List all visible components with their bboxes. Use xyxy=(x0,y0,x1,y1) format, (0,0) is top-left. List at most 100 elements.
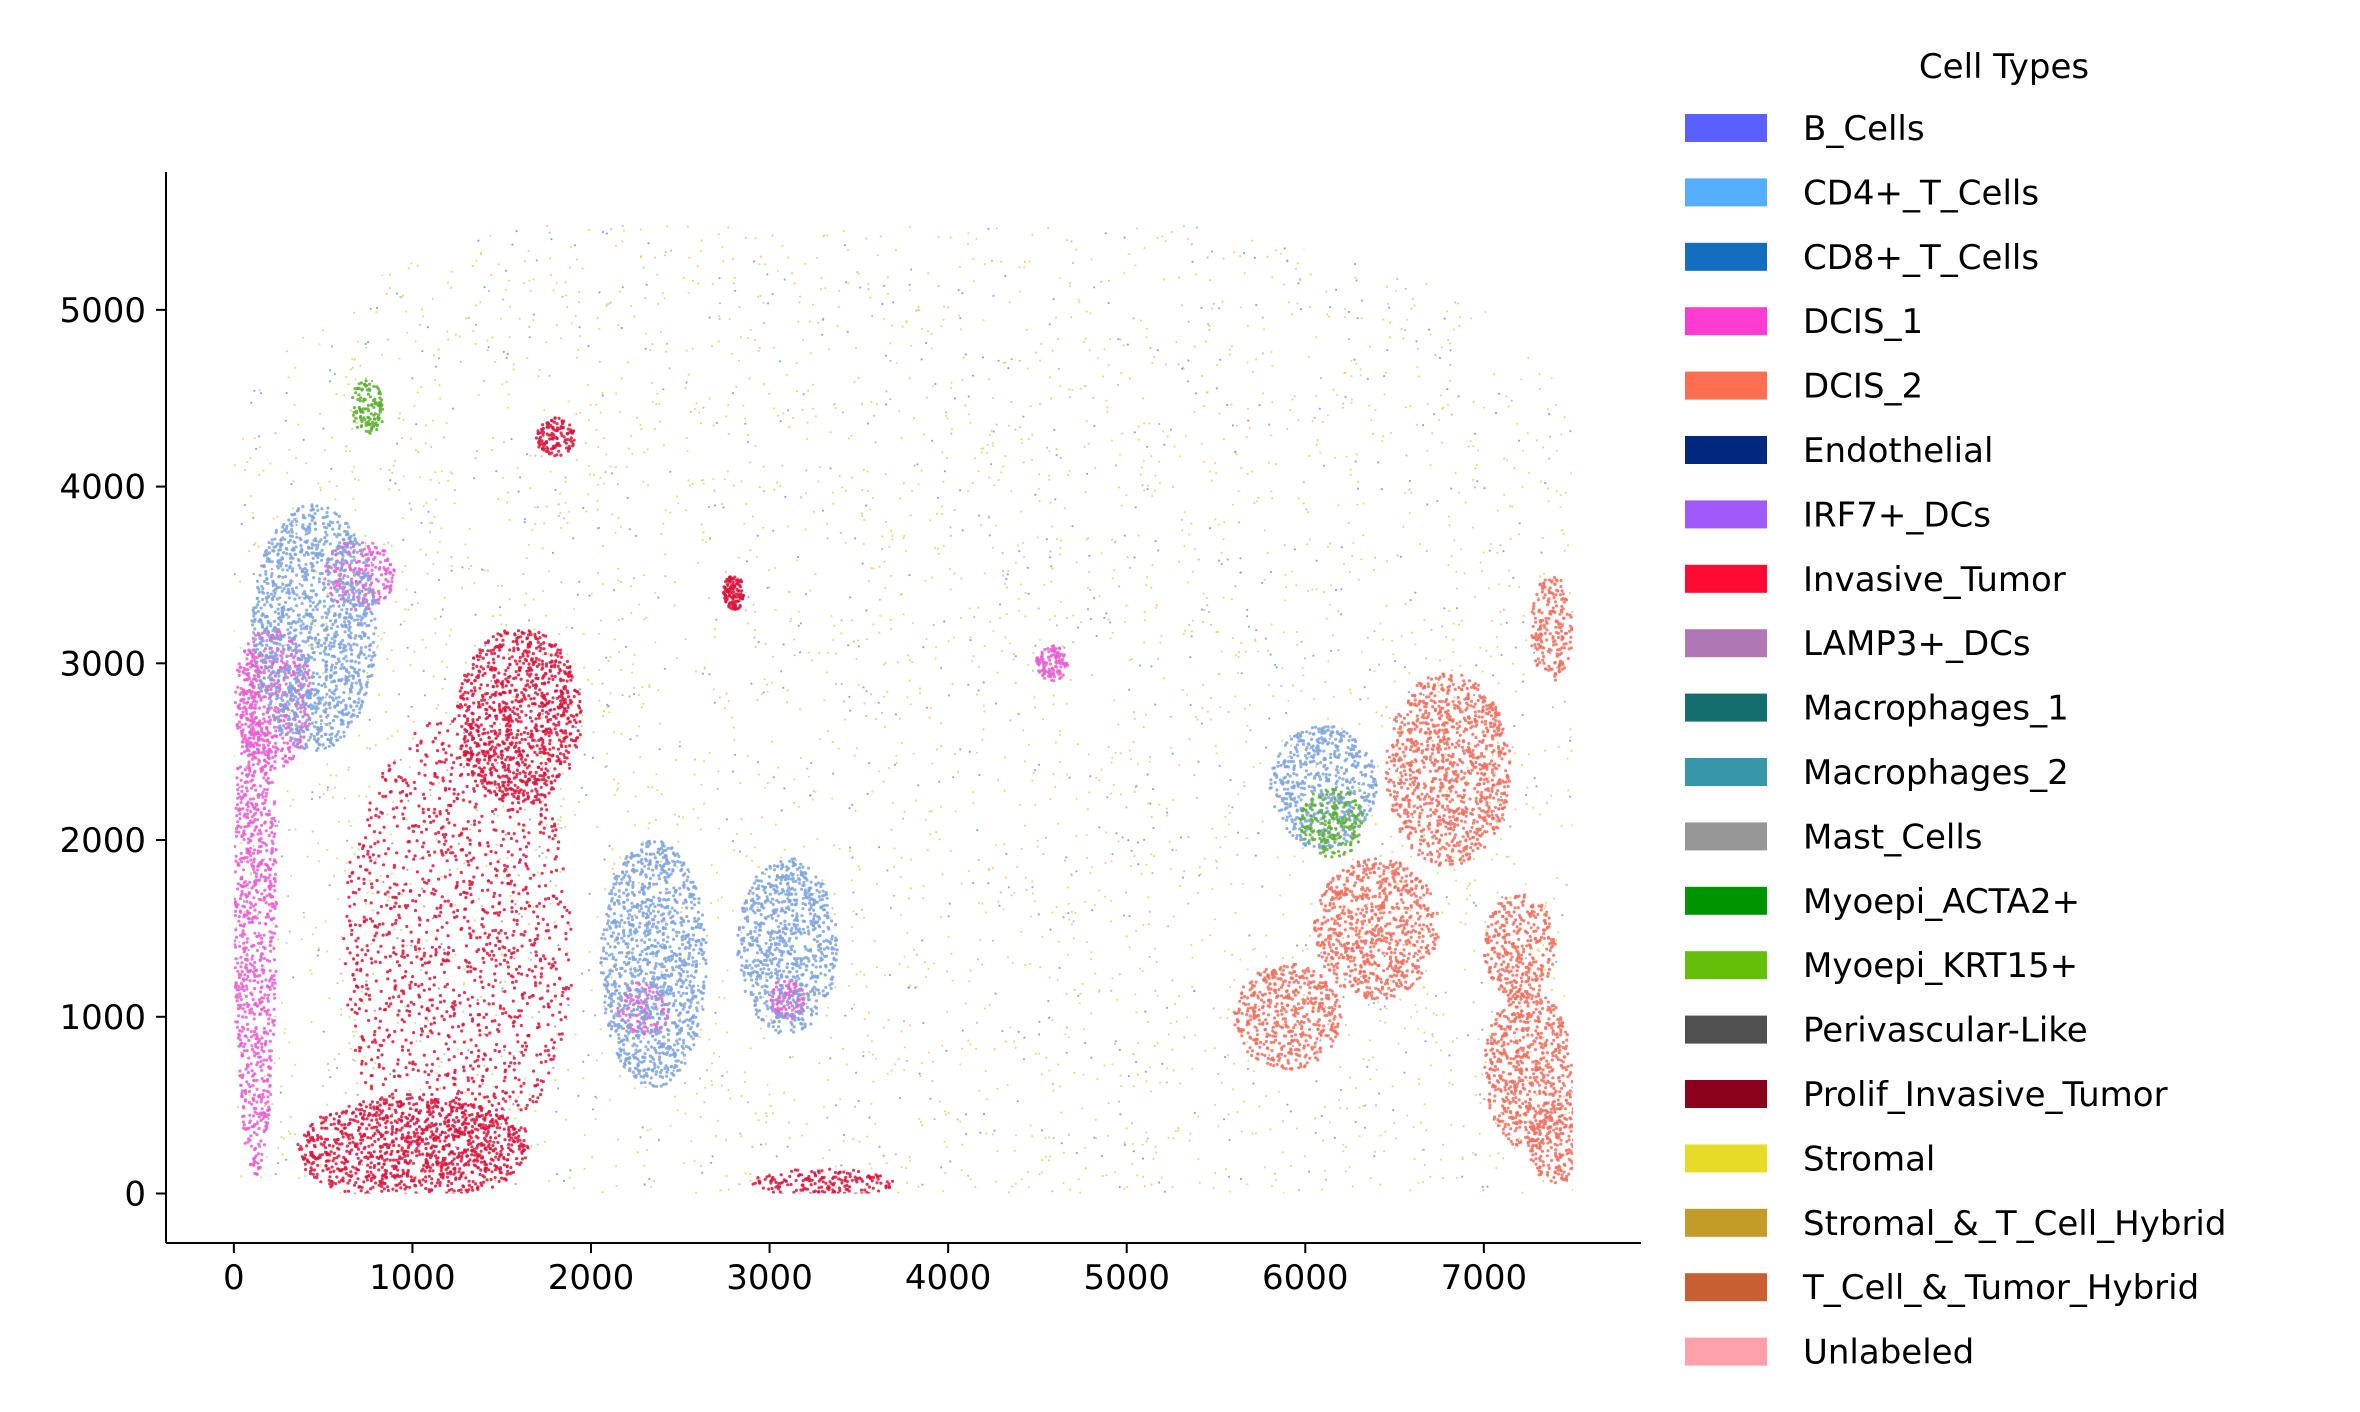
background-point xyxy=(453,502,456,505)
background-point xyxy=(269,462,272,465)
background-point xyxy=(475,808,478,811)
background-point xyxy=(1117,723,1120,726)
background-point xyxy=(829,467,832,470)
background-point xyxy=(564,480,567,483)
background-point xyxy=(642,266,645,269)
background-point xyxy=(855,973,858,976)
background-point xyxy=(1347,522,1350,525)
background-point xyxy=(1474,467,1477,470)
background-point xyxy=(635,534,638,538)
background-point xyxy=(381,273,384,276)
background-point xyxy=(594,1095,597,1098)
background-point xyxy=(1023,760,1026,763)
background-point xyxy=(1038,1020,1041,1023)
background-point xyxy=(590,682,594,685)
background-point xyxy=(1246,608,1249,612)
background-point xyxy=(849,709,852,712)
background-point xyxy=(405,588,408,591)
background-point xyxy=(601,715,605,718)
background-point xyxy=(390,872,393,875)
background-point xyxy=(853,754,856,757)
background-point xyxy=(871,496,875,500)
background-point xyxy=(840,1164,843,1167)
background-point xyxy=(1239,255,1242,258)
background-point xyxy=(1348,1165,1351,1168)
cell-point-invasive-tumor xyxy=(560,1032,564,1036)
background-point xyxy=(835,1104,838,1107)
background-point xyxy=(1255,629,1258,632)
background-point xyxy=(301,336,305,339)
background-point xyxy=(1186,1016,1189,1019)
background-point xyxy=(988,869,991,872)
background-point xyxy=(1243,707,1247,710)
background-point xyxy=(1559,259,1562,262)
background-point xyxy=(434,378,437,382)
background-point xyxy=(725,415,728,418)
background-point xyxy=(348,450,352,453)
background-point xyxy=(495,843,498,846)
background-point xyxy=(725,1138,728,1141)
background-point xyxy=(517,1095,520,1098)
background-point xyxy=(384,710,387,714)
background-point xyxy=(886,690,889,694)
background-point xyxy=(532,598,535,601)
cell-point-invasive-tumor xyxy=(446,934,450,938)
background-point xyxy=(822,317,825,320)
background-point xyxy=(499,614,502,617)
background-point xyxy=(732,282,736,285)
background-point xyxy=(1339,830,1342,833)
background-point xyxy=(897,1191,900,1194)
cell-point-invasive-tumor xyxy=(369,1084,373,1088)
background-point xyxy=(744,609,747,612)
background-point xyxy=(239,646,242,650)
background-point xyxy=(764,976,767,979)
background-point xyxy=(1310,902,1313,906)
background-point xyxy=(705,1069,709,1072)
cell-point-invasive-tumor xyxy=(513,883,517,887)
background-point xyxy=(758,486,761,489)
background-point xyxy=(1346,1107,1349,1110)
background-point xyxy=(1308,755,1311,758)
cell-point-invasive-tumor xyxy=(464,853,468,858)
background-point xyxy=(950,432,953,435)
background-point xyxy=(752,260,756,263)
cell-point-invasive-tumor xyxy=(447,1035,451,1039)
background-point xyxy=(1351,1185,1354,1188)
background-point xyxy=(1396,277,1399,280)
background-point xyxy=(887,767,891,770)
background-point xyxy=(766,782,770,785)
background-point xyxy=(1429,464,1432,467)
background-point xyxy=(233,630,235,633)
background-point xyxy=(740,1135,743,1138)
background-point xyxy=(904,549,908,552)
background-point xyxy=(995,844,998,847)
background-point xyxy=(508,598,511,601)
background-point xyxy=(868,762,871,765)
background-point xyxy=(968,980,971,983)
background-point xyxy=(1016,544,1020,547)
background-point xyxy=(560,581,563,584)
background-point xyxy=(1404,328,1407,331)
background-point xyxy=(691,279,695,283)
background-point xyxy=(1527,356,1530,359)
background-point xyxy=(1026,367,1029,370)
background-point xyxy=(960,577,963,580)
background-point xyxy=(585,793,588,797)
cell-point-invasive-tumor xyxy=(373,1029,377,1034)
background-point xyxy=(1193,548,1196,551)
background-point xyxy=(1119,1074,1122,1077)
background-point xyxy=(1385,1007,1388,1010)
background-point xyxy=(1555,666,1558,669)
background-point xyxy=(638,694,641,697)
cell-point-invasive-tumor xyxy=(391,807,395,811)
background-point xyxy=(779,484,782,488)
background-point xyxy=(998,904,1001,907)
background-point xyxy=(620,326,623,330)
background-point xyxy=(1001,569,1005,573)
cell-point-invasive-tumor xyxy=(438,994,442,998)
background-point xyxy=(392,1108,395,1111)
background-point xyxy=(1199,873,1202,876)
background-point xyxy=(1448,342,1451,345)
background-point xyxy=(1429,1064,1433,1067)
background-point xyxy=(683,1057,686,1060)
